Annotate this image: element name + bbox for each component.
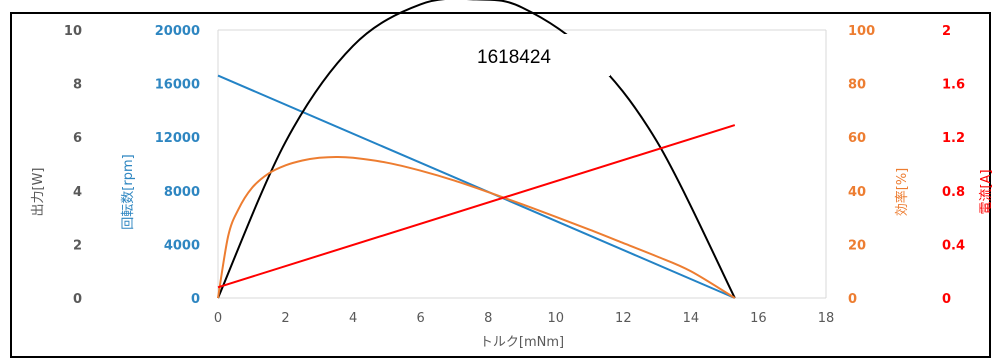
current-tick-label: 0: [942, 292, 951, 307]
power-tick-label: 2: [73, 238, 82, 253]
x-tick-label: 6: [417, 311, 425, 326]
power-tick-label: 4: [73, 185, 82, 200]
efficiency-tick-label: 20: [848, 238, 866, 253]
x-tick-label: 18: [818, 311, 835, 326]
efficiency-tick-label: 100: [848, 24, 875, 39]
tick-labels: 0 2 4 6 8 10 12 14 16 180246810040008000120001600…: [64, 24, 965, 326]
speed-tick-label: 12000: [155, 131, 200, 146]
title-box: [438, 34, 610, 76]
speed-tick-label: 0: [191, 292, 200, 307]
x-tick-label: 8: [484, 311, 492, 326]
current-tick-label: 0.8: [942, 185, 965, 200]
current-axis-label: 電流[A]: [979, 169, 994, 214]
x-tick-label: 16: [750, 311, 767, 326]
current-tick-label: 0.4: [942, 238, 965, 253]
power-tick-label: 6: [73, 131, 82, 146]
x-tick-label: 12: [615, 311, 632, 326]
power-tick-label: 8: [73, 78, 82, 93]
current-series-line: [217, 124, 736, 289]
efficiency-series-line: [217, 155, 736, 299]
power-tick-label: 0: [73, 292, 82, 307]
efficiency-tick-label: 0: [848, 292, 857, 307]
grid-lines: [217, 29, 827, 299]
x-tick-label: 4: [349, 311, 357, 326]
power-tick-label: 10: [64, 24, 82, 39]
speed-axis-label: 回転数[rpm]: [121, 154, 136, 229]
current-tick-label: 1.2: [942, 131, 965, 146]
x-tick-label: 0: [214, 311, 222, 326]
speed-tick-label: 4000: [164, 238, 200, 253]
efficiency-tick-label: 40: [848, 185, 866, 200]
x-tick-label: 10: [548, 311, 565, 326]
x-tick-label: 2: [281, 311, 289, 326]
speed-series-line: [217, 74, 736, 299]
speed-tick-label: 20000: [155, 24, 200, 39]
x-tick-label: 14: [683, 311, 700, 326]
speed-tick-label: 8000: [164, 185, 200, 200]
efficiency-tick-label: 60: [848, 131, 866, 146]
chart-title: 1618424: [477, 47, 551, 68]
plot-area: [217, 0, 736, 299]
power-axis-label: 出力[W]: [31, 168, 46, 217]
efficiency-axis-label: 効率[%]: [894, 168, 910, 217]
speed-tick-label: 16000: [155, 78, 200, 93]
power-series-line: [217, 0, 736, 299]
current-tick-label: 2: [942, 24, 951, 39]
efficiency-tick-label: 80: [848, 78, 866, 93]
current-tick-label: 1.6: [942, 78, 965, 93]
x-axis-label: トルク[mNm]: [480, 335, 564, 350]
